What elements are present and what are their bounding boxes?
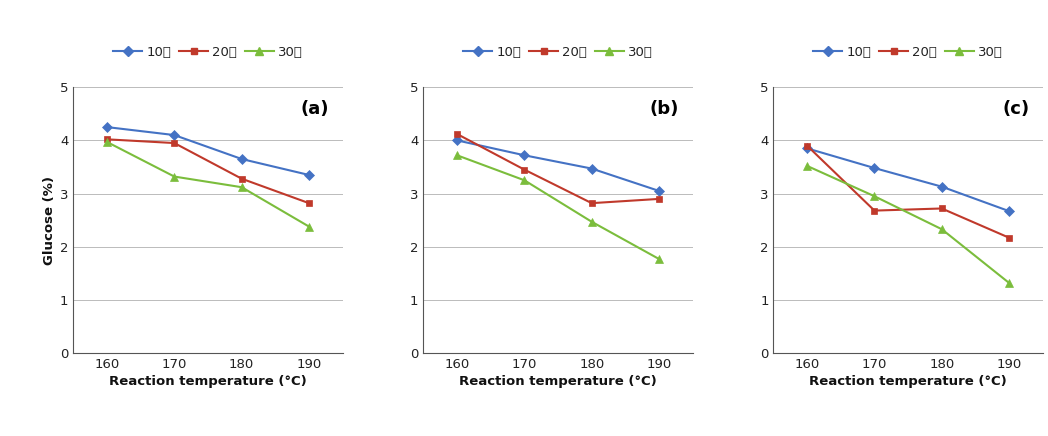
Text: (a): (a) xyxy=(301,100,329,119)
Legend: 10분, 20분, 30분: 10분, 20분, 30분 xyxy=(108,41,308,64)
X-axis label: Reaction temperature (°C): Reaction temperature (°C) xyxy=(109,375,307,388)
X-axis label: Reaction temperature (°C): Reaction temperature (°C) xyxy=(809,375,1007,388)
Text: (c): (c) xyxy=(1002,100,1029,119)
Legend: 10분, 20분, 30분: 10분, 20분, 30분 xyxy=(458,41,658,64)
Text: (b): (b) xyxy=(650,100,679,119)
Legend: 10분, 20분, 30분: 10분, 20분, 30분 xyxy=(808,41,1008,64)
Y-axis label: Glucose (%): Glucose (%) xyxy=(43,176,56,265)
X-axis label: Reaction temperature (°C): Reaction temperature (°C) xyxy=(459,375,657,388)
